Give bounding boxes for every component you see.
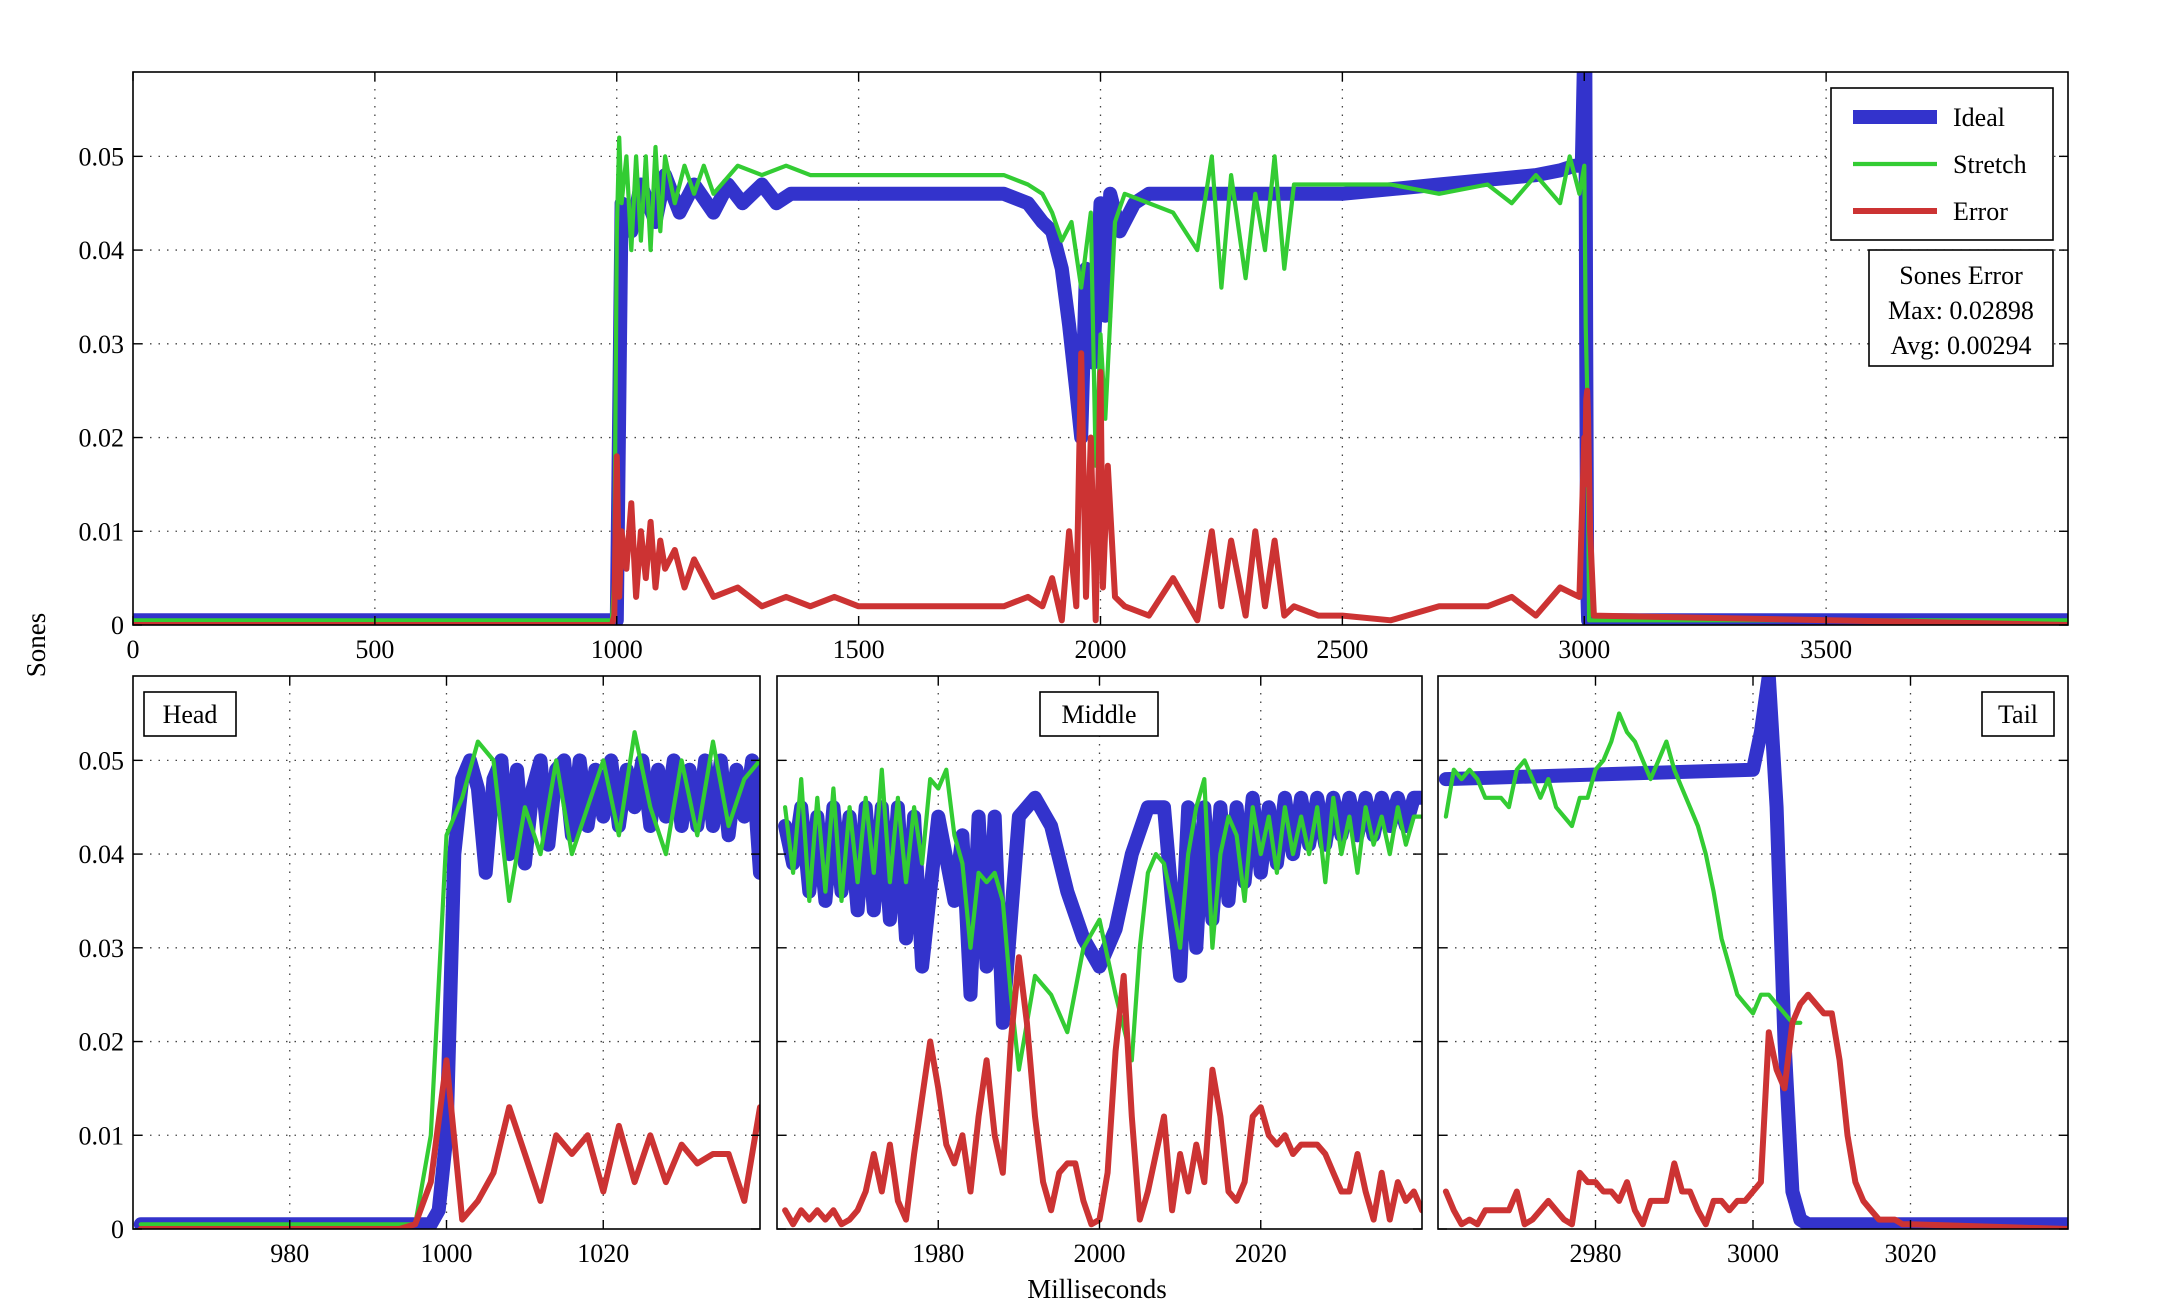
overview-y-tick-label: 0.05 xyxy=(79,142,125,171)
tail-panel: 2980 3000 3020 Tail xyxy=(1437,675,2069,1268)
head-panel: 980 1000 1020 0 0.01 0.02 0.03 0.04 0.05 Head xyxy=(79,675,761,1268)
middle-x-tick-label: 1980 xyxy=(912,1239,964,1268)
head-y-tick-label: 0.01 xyxy=(79,1121,125,1150)
overview-y-tick-label: 0.03 xyxy=(79,330,125,359)
overview-x-tick-label: 1000 xyxy=(591,635,643,664)
middle-series-stretch xyxy=(782,767,1422,1072)
overview-series-error xyxy=(133,350,2068,625)
middle-title-box xyxy=(1039,691,1159,737)
head-series-stretch xyxy=(138,730,760,1227)
overview-y-tick-label: 0.01 xyxy=(79,517,125,546)
overview-panel: 0 500 1000 1500 2000 2500 3000 3500 0 0.01 0.02 0.0… xyxy=(79,71,2069,664)
tail-x-tick-label: 2980 xyxy=(1570,1239,1622,1268)
middle-x-tick-label: 2000 xyxy=(1074,1239,1126,1268)
overview-x-tick-label: 3500 xyxy=(1800,635,1852,664)
tail-series-stretch xyxy=(1443,711,1803,1025)
tail-x-tick-label: 3020 xyxy=(1885,1239,1937,1268)
y-axis-title: Sones xyxy=(21,613,51,678)
overview-series-group xyxy=(133,72,2068,625)
middle-panel: 1980 2000 2020 Middle xyxy=(776,675,1423,1268)
head-y-tick-label: 0.04 xyxy=(79,840,125,869)
head-x-tick-label: 1020 xyxy=(577,1239,629,1268)
head-title: Head xyxy=(163,700,218,729)
x-axis-title: Milliseconds xyxy=(1027,1274,1167,1304)
legend-label-ideal: Ideal xyxy=(1953,103,2005,132)
middle-title: Middle xyxy=(1061,700,1136,729)
tail-series-ideal xyxy=(1438,676,2068,1229)
head-y-tick-label: 0.05 xyxy=(79,746,125,775)
annotation-line: Max: 0.02898 xyxy=(1888,296,2034,325)
tail-series-group xyxy=(1438,676,2068,1229)
head-series-group xyxy=(133,730,760,1229)
tail-series-error xyxy=(1442,991,2068,1229)
head-y-tick-label: 0.02 xyxy=(79,1028,125,1057)
middle-series-error xyxy=(782,954,1422,1228)
head-y-tick-label: 0.03 xyxy=(79,934,125,963)
legend: Ideal Stretch Error xyxy=(1830,87,2054,241)
middle-x-tick-label: 2020 xyxy=(1235,1239,1287,1268)
head-x-tick-label: 1000 xyxy=(421,1239,473,1268)
overview-y-tick-label: 0 xyxy=(111,611,124,640)
tail-title: Tail xyxy=(1998,700,2038,729)
annotation-box xyxy=(1868,249,2054,367)
sones-error-box: Sones Error Max: 0.02898 Avg: 0.00294 xyxy=(1868,249,2054,367)
overview-x-tick-label: 3000 xyxy=(1558,635,1610,664)
overview-x-tick-label: 1500 xyxy=(833,635,885,664)
tail-x-tick-label: 3000 xyxy=(1727,1239,1779,1268)
overview-x-tick-label: 0 xyxy=(127,635,140,664)
tail-title-box xyxy=(1981,691,2055,737)
overview-y-tick-label: 0.02 xyxy=(79,424,125,453)
overview-x-tick-label: 500 xyxy=(355,635,394,664)
annotation-line: Avg: 0.00294 xyxy=(1890,331,2031,360)
head-series-ideal xyxy=(133,753,760,1229)
overview-x-tick-label: 2000 xyxy=(1075,635,1127,664)
middle-series-group xyxy=(778,767,1422,1228)
overview-y-tick-label: 0.04 xyxy=(79,236,125,265)
head-y-tick-label: 0 xyxy=(111,1215,124,1244)
head-title-box xyxy=(143,691,237,737)
legend-label-error: Error xyxy=(1953,197,2008,226)
overview-series-stretch xyxy=(133,135,2068,623)
head-x-tick-label: 980 xyxy=(270,1239,309,1268)
annotation-line: Sones Error xyxy=(1899,261,2023,290)
overview-x-tick-label: 2500 xyxy=(1316,635,1368,664)
head-series-error xyxy=(137,1057,760,1229)
legend-label-stretch: Stretch xyxy=(1953,150,2027,179)
